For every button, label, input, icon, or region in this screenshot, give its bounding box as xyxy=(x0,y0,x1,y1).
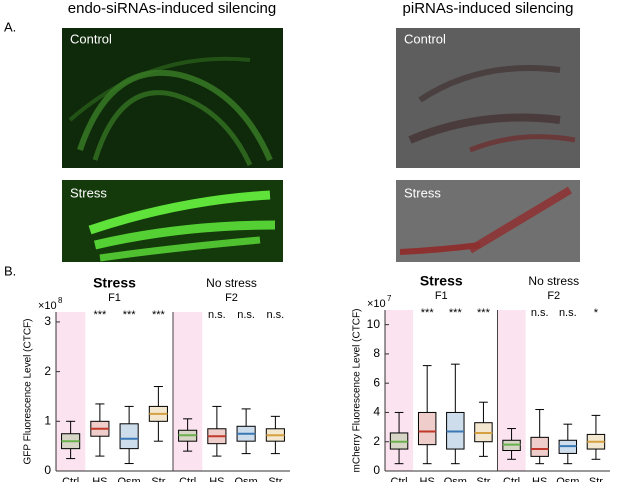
x-tick-label: Ctrl xyxy=(391,476,408,482)
significance: *** xyxy=(421,307,435,319)
x-tick-label: HS xyxy=(209,476,224,482)
y-tick-label: 1 xyxy=(44,413,51,427)
significance: *** xyxy=(93,309,107,321)
significance: *** xyxy=(449,307,463,319)
column-title: piRNAs-induced silencing xyxy=(403,0,574,17)
significance: n.s. xyxy=(237,309,255,321)
image-label: Stress xyxy=(404,185,441,200)
column-title: endo-siRNAs-induced silencing xyxy=(68,0,276,17)
group-title: No stress xyxy=(528,274,579,288)
group-subtitle: F2 xyxy=(225,292,238,304)
x-tick-label: HS xyxy=(532,476,547,482)
group-title: Stress xyxy=(93,275,136,291)
y-axis-label: mCherry Fluorescence Level (CTCF) xyxy=(352,309,363,473)
group-subtitle: F2 xyxy=(547,290,560,302)
y-tick-label: 4 xyxy=(373,405,380,419)
control-shade xyxy=(385,310,414,471)
y-tick-label: 2 xyxy=(373,434,380,448)
significance: *** xyxy=(152,309,166,321)
x-tick-label: Osm xyxy=(556,476,579,482)
micrograph: Control xyxy=(396,28,580,168)
box xyxy=(417,411,437,446)
x-tick-label: Str xyxy=(476,476,490,482)
significance: n.s. xyxy=(267,309,285,321)
image-label: Control xyxy=(70,31,112,46)
y-tick-label: 8 xyxy=(373,346,380,360)
micrograph: Stress xyxy=(396,180,580,262)
panel-label: A. xyxy=(4,19,16,34)
x-tick-label: Osm xyxy=(235,476,258,482)
box xyxy=(530,436,549,457)
y-tick-label: 2 xyxy=(44,364,51,378)
y-tick-label: 0 xyxy=(44,463,51,477)
x-tick-label: Str xyxy=(589,476,603,482)
significance: n.s. xyxy=(531,307,549,319)
micrograph: Control xyxy=(62,28,283,168)
multiplier-exponent: 8 xyxy=(58,296,63,305)
group-title: Stress xyxy=(420,273,463,289)
multiplier-exponent: 7 xyxy=(387,294,392,303)
x-tick-label: HS xyxy=(92,476,107,482)
image-label: Stress xyxy=(70,185,107,200)
x-tick-label: Osm xyxy=(118,476,141,482)
significance: n.s. xyxy=(208,309,226,321)
x-tick-label: HS xyxy=(420,476,435,482)
control-shade xyxy=(56,312,86,471)
significance: n.s. xyxy=(559,307,577,319)
significance: *** xyxy=(477,307,491,319)
x-tick-label: Str xyxy=(151,476,165,482)
y-tick-label: 10 xyxy=(367,317,381,331)
panel-label: B. xyxy=(4,263,16,278)
image-label: Control xyxy=(404,31,446,46)
y-axis-label: GFP Fluorescence Level (CTCF) xyxy=(23,319,34,465)
box xyxy=(119,423,139,450)
micrograph: Stress xyxy=(62,180,283,262)
y-tick-label: 6 xyxy=(373,375,380,389)
group-subtitle: F1 xyxy=(435,290,448,302)
x-tick-label: Ctrl xyxy=(179,476,196,482)
x-tick-label: Ctrl xyxy=(503,476,520,482)
x-tick-label: Ctrl xyxy=(62,476,79,482)
multiplier-base: ×10 xyxy=(367,298,386,310)
significance: *** xyxy=(123,309,137,321)
multiplier-base: ×10 xyxy=(38,300,57,312)
y-tick-label: 0 xyxy=(373,463,380,477)
y-tick-label: 3 xyxy=(44,314,51,328)
significance: * xyxy=(594,307,599,319)
x-tick-label: Str xyxy=(268,476,282,482)
group-title: No stress xyxy=(206,276,257,290)
x-tick-label: Osm xyxy=(444,476,467,482)
group-subtitle: F1 xyxy=(108,292,121,304)
